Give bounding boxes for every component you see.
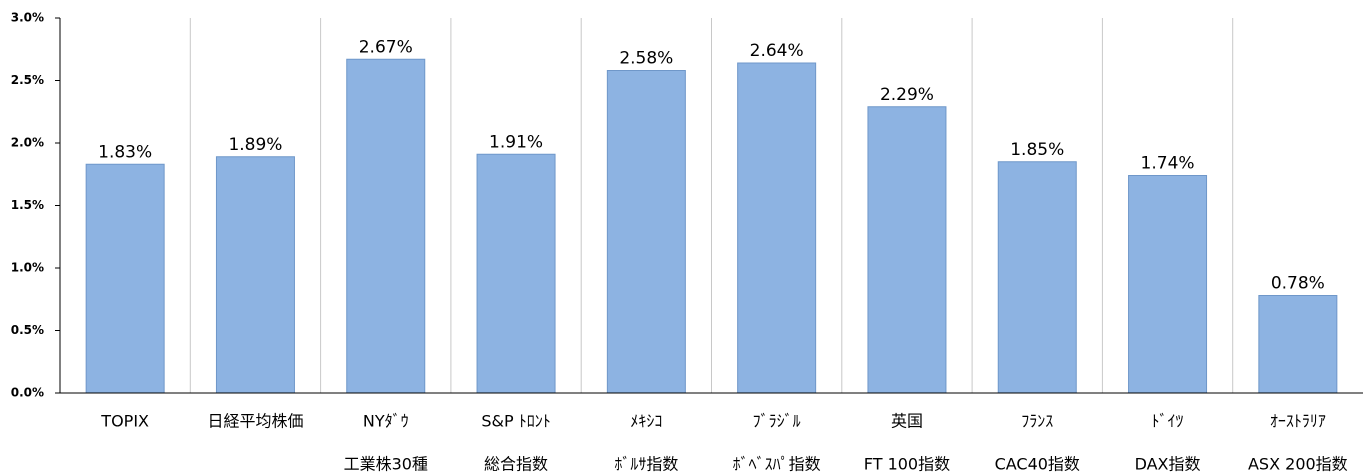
bar xyxy=(1128,175,1208,394)
x-tick-label: ﾎﾞﾙｻ指数 xyxy=(614,455,678,472)
y-tick-label: 0.5% xyxy=(11,323,44,337)
x-tick-label: ﾌﾗﾝｽ xyxy=(1021,412,1053,431)
value-label: 1.83% xyxy=(98,142,152,162)
value-label: 1.91% xyxy=(489,132,543,152)
value-label: 0.78% xyxy=(1271,274,1325,294)
bar xyxy=(606,70,686,394)
value-label: 2.29% xyxy=(880,85,934,105)
y-tick-label: 1.0% xyxy=(11,261,44,275)
x-tick-label: DAX指数 xyxy=(1135,455,1201,472)
y-tick-label: 3.0% xyxy=(11,11,44,25)
bar xyxy=(476,153,556,394)
value-label: 2.67% xyxy=(359,37,413,57)
value-label: 2.64% xyxy=(750,41,804,61)
value-label: 2.58% xyxy=(619,49,673,69)
x-tick-label: FT 100指数 xyxy=(864,455,950,472)
x-tick-label: ﾌﾞﾗｼﾞﾙ xyxy=(753,412,801,431)
y-tick-label: 1.5% xyxy=(11,198,44,212)
value-label: 1.74% xyxy=(1141,154,1195,174)
value-label: 1.89% xyxy=(228,135,282,155)
bar xyxy=(737,62,817,394)
x-tick-label: ﾒｷｼｺ xyxy=(630,412,662,431)
bar xyxy=(346,58,426,394)
y-tick-label: 0.0% xyxy=(11,386,44,400)
x-tick-label: S&P ﾄﾛﾝﾄ xyxy=(481,412,550,431)
x-tick-label: ﾄﾞｲﾂ xyxy=(1152,412,1184,431)
bar xyxy=(85,163,165,394)
x-tick-label: CAC40指数 xyxy=(995,455,1080,472)
value-label: 1.85% xyxy=(1010,140,1064,160)
bar xyxy=(215,156,295,394)
x-tick-label: TOPIX xyxy=(100,412,149,431)
bar xyxy=(997,161,1077,394)
x-tick-label: NYﾀﾞｳ xyxy=(363,412,409,431)
x-tick-label: ASX 200指数 xyxy=(1248,455,1348,472)
y-tick-label: 2.5% xyxy=(11,73,44,87)
x-tick-label: 日経平均株価 xyxy=(207,412,303,431)
bar xyxy=(867,106,947,394)
y-tick-label: 2.0% xyxy=(11,136,44,150)
x-tick-label: 英国 xyxy=(891,412,923,431)
bar xyxy=(1258,295,1338,394)
x-tick-label: 工業株30種 xyxy=(344,455,428,472)
x-tick-label: ｵｰｽﾄﾗﾘｱ xyxy=(1270,412,1326,431)
x-tick-label: ﾎﾞﾍﾞｽﾊﾟ指数 xyxy=(733,455,821,472)
x-tick-label: 総合指数 xyxy=(484,455,548,472)
